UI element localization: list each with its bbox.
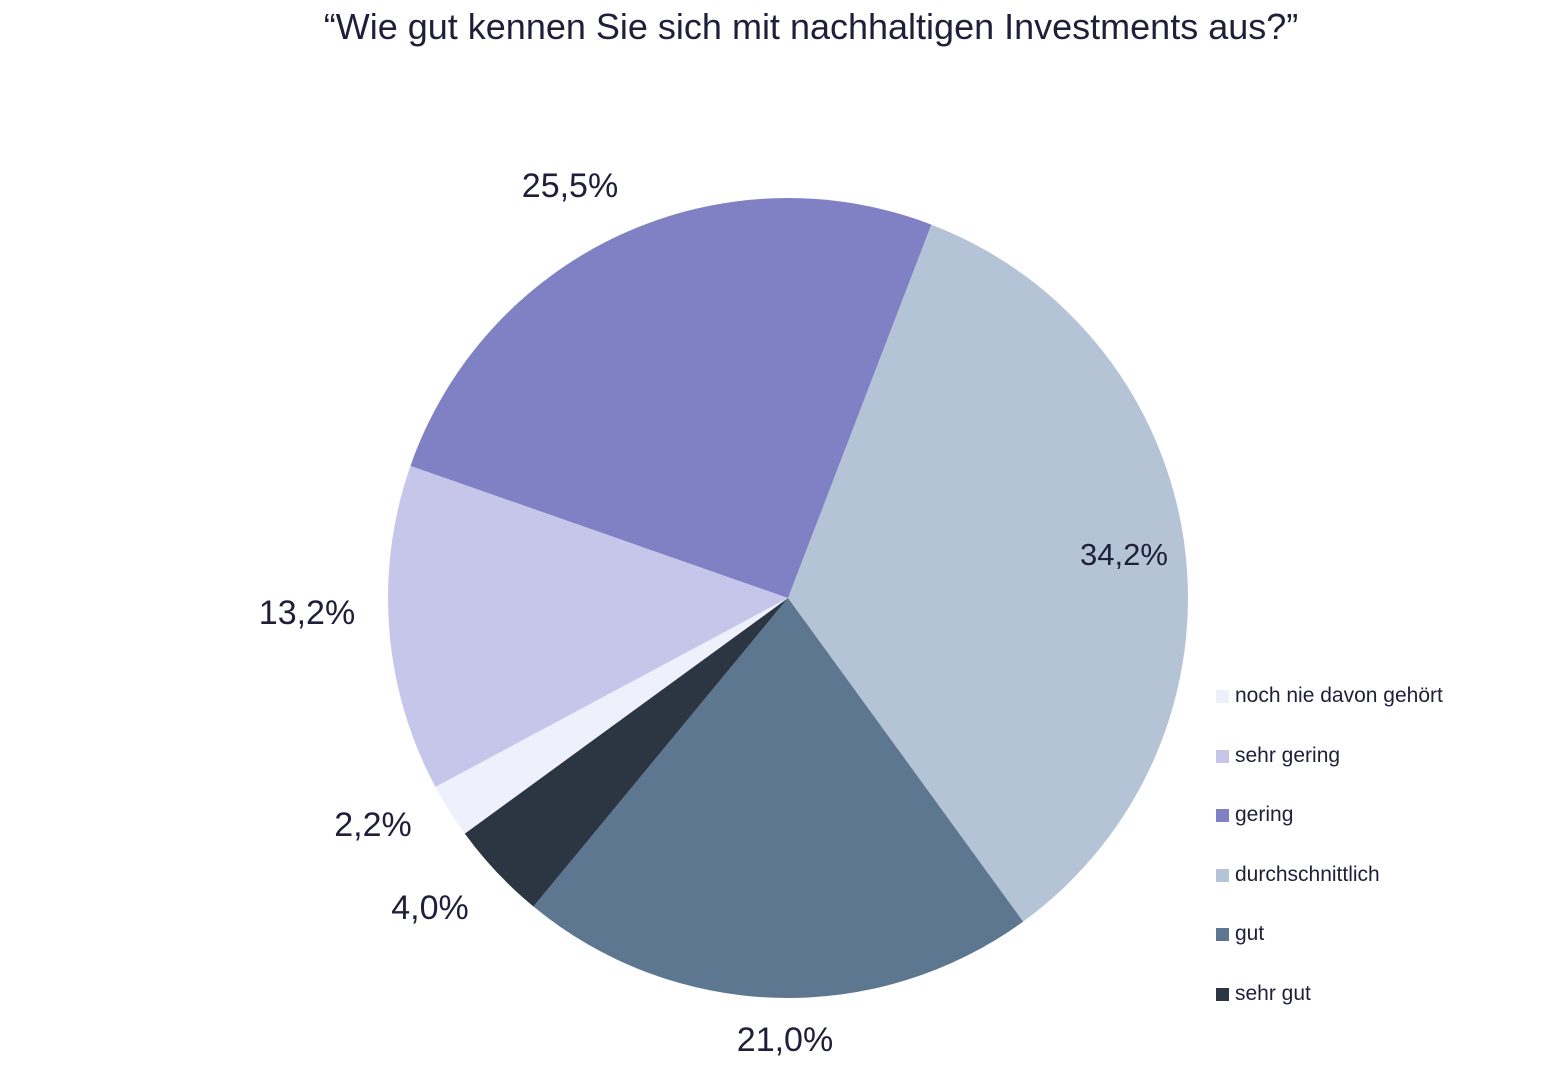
pie-slice-sehr-gut bbox=[464, 598, 788, 907]
data-label: 21,0% bbox=[737, 1021, 833, 1059]
pie-slice-gering bbox=[410, 198, 932, 599]
legend-item: gut bbox=[1216, 922, 1443, 982]
legend-label: gut bbox=[1235, 922, 1265, 945]
legend-item: noch nie davon gehört bbox=[1216, 684, 1443, 744]
pie-slice-gut bbox=[533, 598, 1024, 999]
legend-item: sehr gering bbox=[1216, 744, 1443, 804]
data-label: 2,2% bbox=[334, 806, 412, 844]
data-label: 25,5% bbox=[522, 167, 618, 205]
pie-slice-sehr-gering bbox=[388, 465, 788, 787]
legend-label: durchschnittlich bbox=[1235, 862, 1380, 886]
legend-swatch bbox=[1216, 928, 1229, 941]
legend-swatch bbox=[1216, 809, 1229, 822]
legend-label: sehr gering bbox=[1235, 743, 1341, 767]
legend-item: gering bbox=[1216, 803, 1443, 863]
legend-label: gering bbox=[1235, 803, 1294, 826]
data-label: 34,2% bbox=[1080, 537, 1168, 572]
legend-swatch bbox=[1216, 749, 1229, 763]
legend-swatch bbox=[1216, 690, 1229, 703]
legend: noch nie davon gehört sehr gering gering… bbox=[1216, 684, 1443, 1041]
data-label: 4,0% bbox=[391, 889, 469, 927]
pie-slice-durchschnittlich bbox=[788, 224, 1188, 922]
legend-item: sehr gut bbox=[1216, 982, 1443, 1042]
legend-label: sehr gut bbox=[1235, 981, 1311, 1005]
pie-slice-noch-nie-davon-gehört bbox=[435, 598, 788, 834]
data-label: 13,2% bbox=[259, 594, 355, 632]
legend-swatch bbox=[1216, 868, 1229, 882]
legend-label: noch nie davon gehört bbox=[1235, 684, 1443, 707]
legend-swatch bbox=[1216, 987, 1229, 1001]
chart-title: “Wie gut kennen Sie sich mit nachhaltige… bbox=[323, 6, 1299, 47]
legend-item: durchschnittlich bbox=[1216, 863, 1443, 923]
